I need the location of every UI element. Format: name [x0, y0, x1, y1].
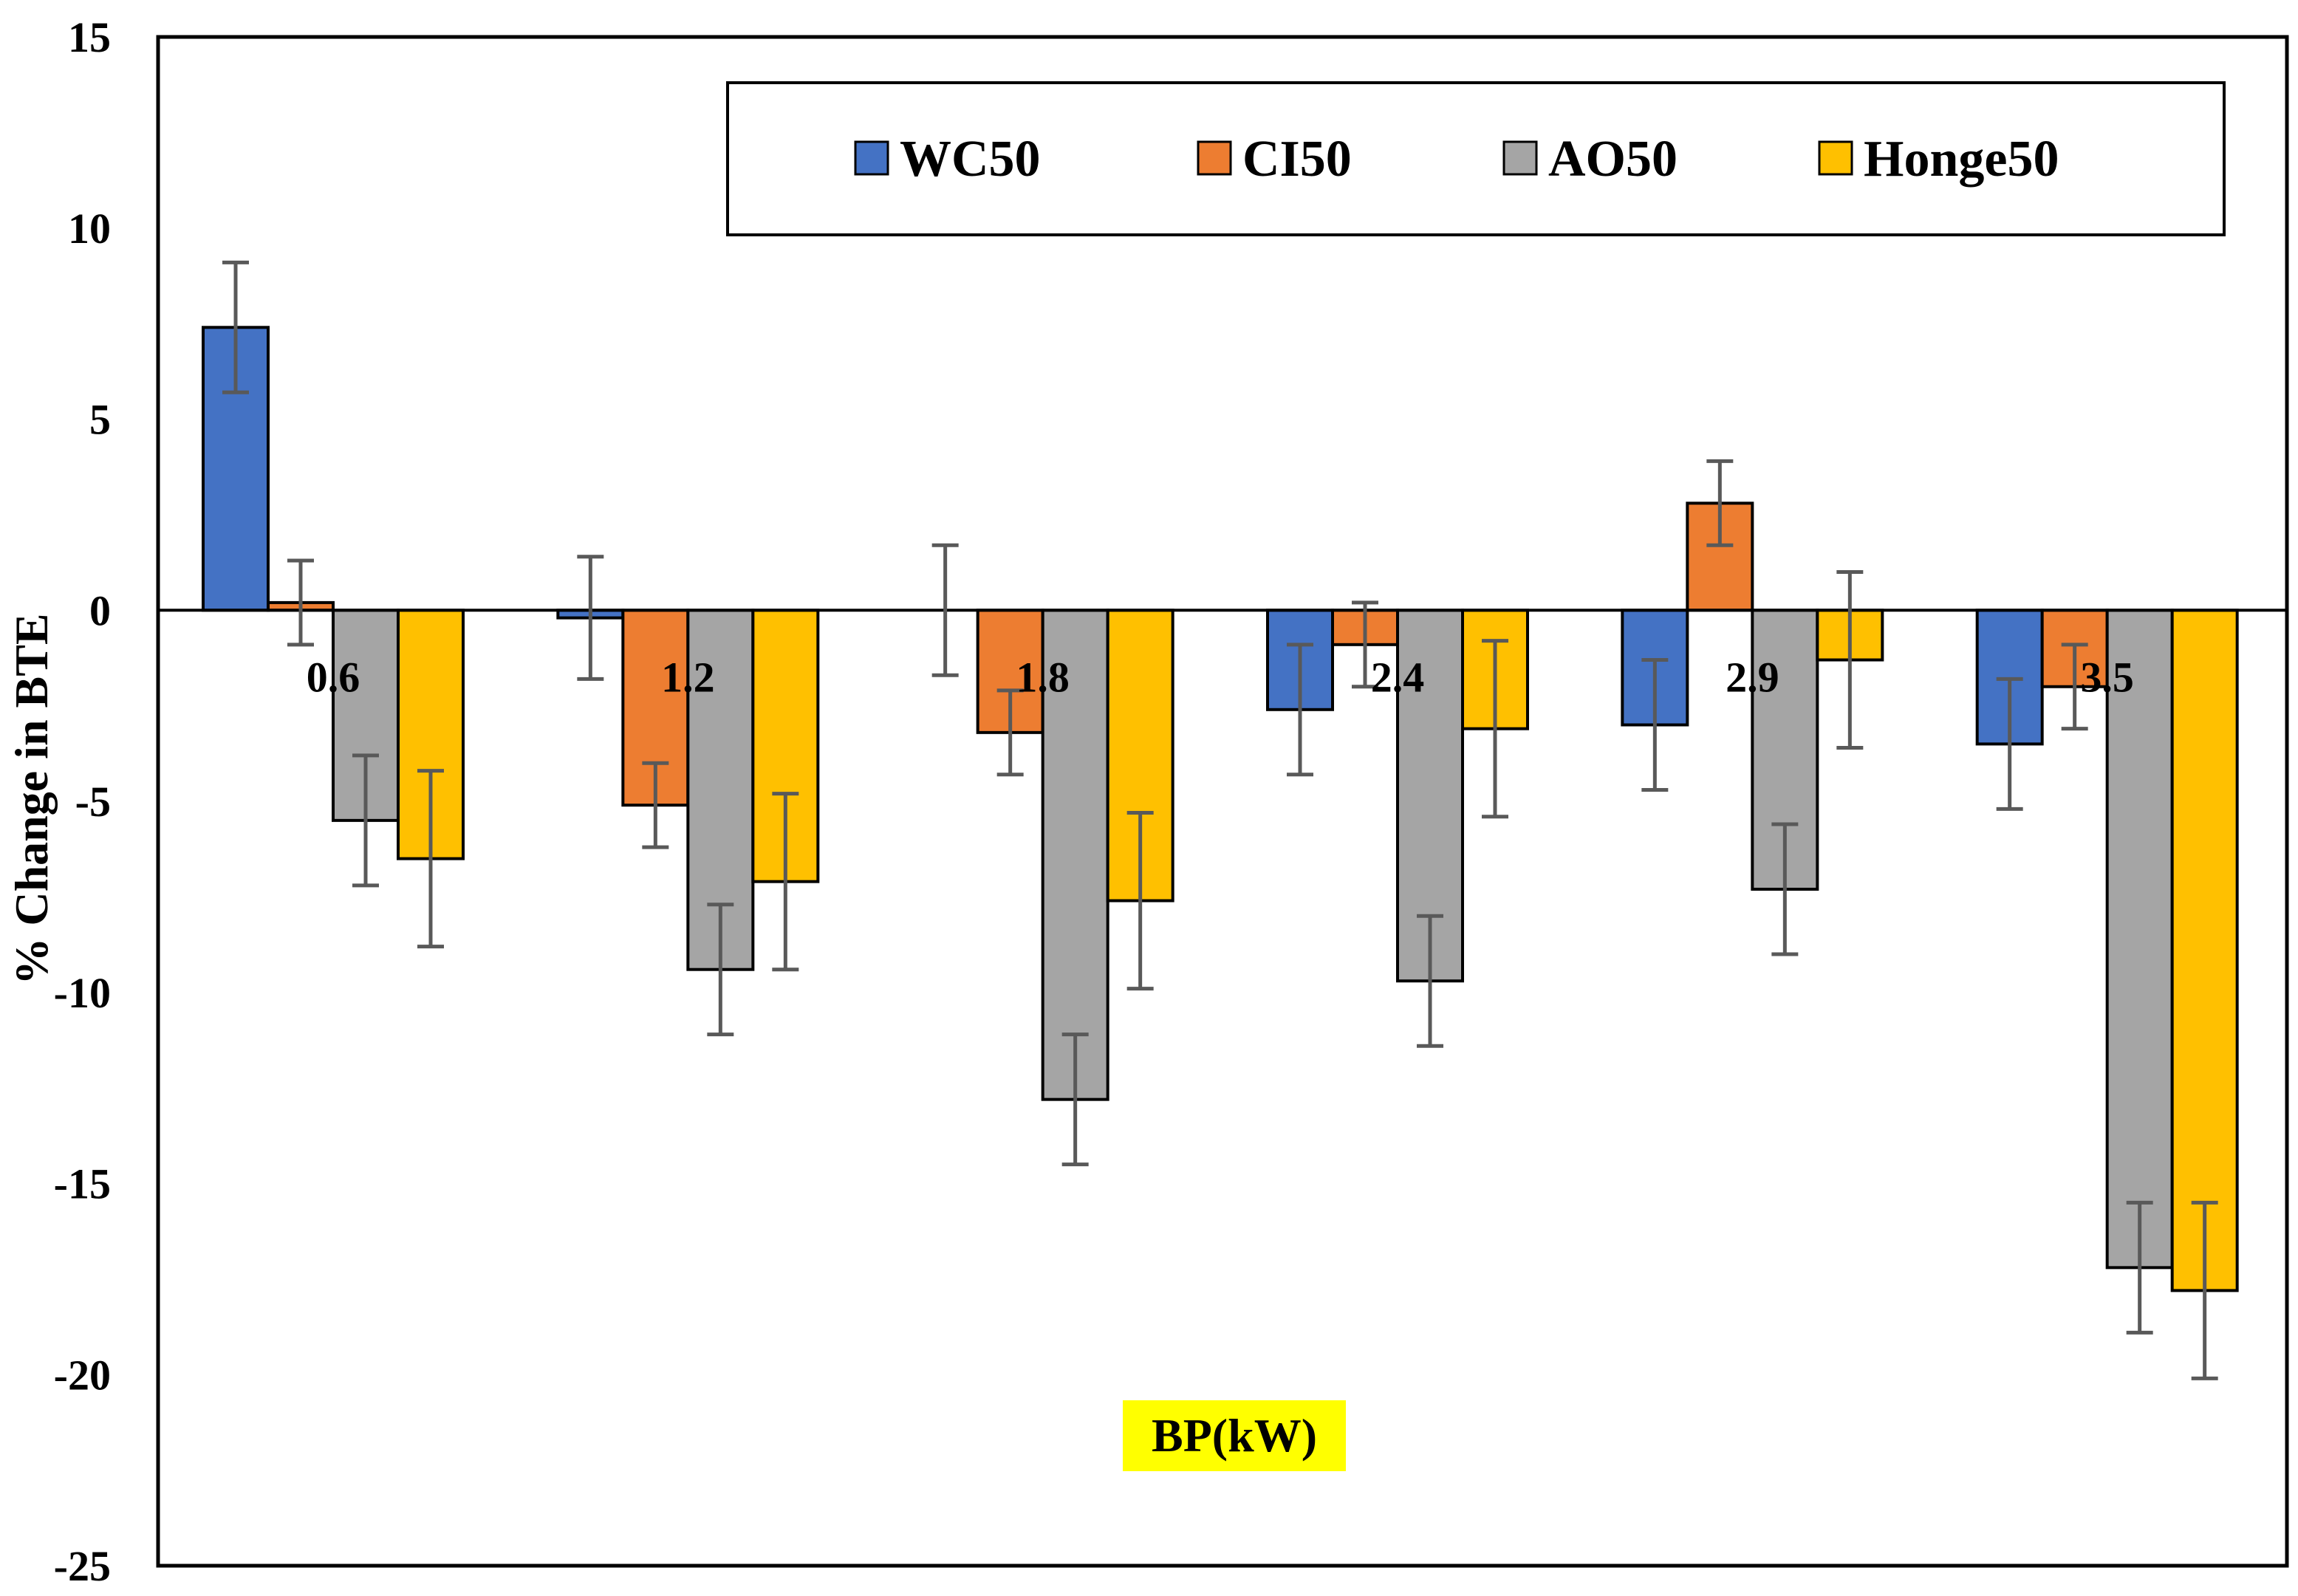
error-bar-CI50-1.8 [996, 688, 1024, 777]
error-bar-Honge50-1.8 [1126, 811, 1154, 991]
error-bar-AO50-1.8 [1061, 1032, 1089, 1167]
error-bar-Honge50-0.6 [417, 769, 444, 949]
error-bar-Honge50-1.2 [772, 792, 799, 972]
error-bar-AO50-0.6 [352, 753, 379, 888]
y-tick-label: -20 [54, 1351, 111, 1399]
bar-Honge50-3.5 [2170, 609, 2239, 1292]
error-bar-WC50-2.9 [1641, 658, 1669, 792]
x-axis-label-highlight [1123, 1400, 1346, 1471]
error-bar-Honge50-2.9 [1836, 570, 1864, 750]
error-bar-AO50-3.5 [2126, 1200, 2153, 1335]
error-bar-WC50-0.6 [222, 260, 249, 394]
error-bar-WC50-2.4 [1287, 643, 1313, 777]
legend-swatch [1197, 140, 1232, 176]
bar-AO50-1.8 [1041, 609, 1109, 1101]
x-axis-label: BP(kW) [1152, 1409, 1317, 1462]
bar-AO50-3.5 [2105, 609, 2174, 1270]
x-tick-label: 2.4 [1371, 653, 1425, 701]
legend-items: WC50 CI50 AO50 Honge50 [854, 131, 2059, 188]
error-bar-AO50-2.9 [1771, 822, 1799, 956]
legend-box [726, 81, 2226, 236]
legend-item-Honge50: Honge50 [1818, 131, 2059, 188]
error-bar-WC50-1.8 [931, 543, 959, 677]
legend-label: CI50 [1242, 131, 1352, 188]
x-tick-label: 0.6 [307, 653, 360, 701]
y-tick-label: -10 [54, 969, 111, 1017]
y-tick-label: 5 [89, 396, 111, 444]
legend-item-AO50: AO50 [1502, 131, 1678, 188]
x-tick-label: 2.9 [1726, 653, 1779, 701]
y-tick-label: 15 [68, 13, 111, 61]
x-tick-label: 1.8 [1016, 653, 1070, 701]
x-tick-label: 1.2 [661, 653, 715, 701]
error-bar-CI50-1.2 [642, 761, 669, 849]
error-bar-CI50-3.5 [2061, 643, 2088, 731]
error-bar-WC50-1.2 [577, 555, 604, 681]
legend: WC50 CI50 AO50 Honge50 [726, 81, 2226, 236]
y-tick-label: -25 [54, 1542, 111, 1590]
category-labels: 0.6 1.2 1.8 2.4 2.9 3.5 [307, 653, 2134, 701]
legend-label: WC50 [900, 131, 1041, 188]
y-axis-ticks: 15 10 5 0 -5 -10 -15 -20 -25 [54, 13, 111, 1590]
error-bar-Honge50-2.4 [1482, 639, 1508, 819]
y-axis-label: % Change in BTE [5, 613, 58, 984]
legend-item-CI50: CI50 [1197, 131, 1352, 188]
error-bar-CI50-0.6 [287, 558, 314, 647]
y-tick-label: 10 [68, 205, 111, 253]
error-bar-Honge50-3.5 [2191, 1200, 2218, 1380]
error-bar-CI50-2.4 [1352, 600, 1378, 689]
legend-swatch [1502, 140, 1538, 176]
error-bar-AO50-2.4 [1417, 914, 1443, 1048]
legend-label: AO50 [1548, 131, 1678, 188]
x-tick-label: 3.5 [2080, 653, 2134, 701]
error-bar-CI50-2.9 [1706, 459, 1734, 547]
y-tick-label: 0 [89, 586, 111, 634]
y-tick-label: -5 [75, 778, 111, 826]
error-bar-AO50-1.2 [707, 903, 734, 1037]
legend-swatch [1818, 140, 1853, 176]
legend-swatch [854, 140, 889, 176]
plot-area [156, 35, 2289, 1568]
legend-item-WC50: WC50 [854, 131, 1041, 188]
y-tick-label: -15 [54, 1160, 111, 1208]
legend-label: Honge50 [1864, 131, 2059, 188]
error-bars [222, 260, 2218, 1380]
error-bar-WC50-3.5 [1996, 677, 2023, 811]
